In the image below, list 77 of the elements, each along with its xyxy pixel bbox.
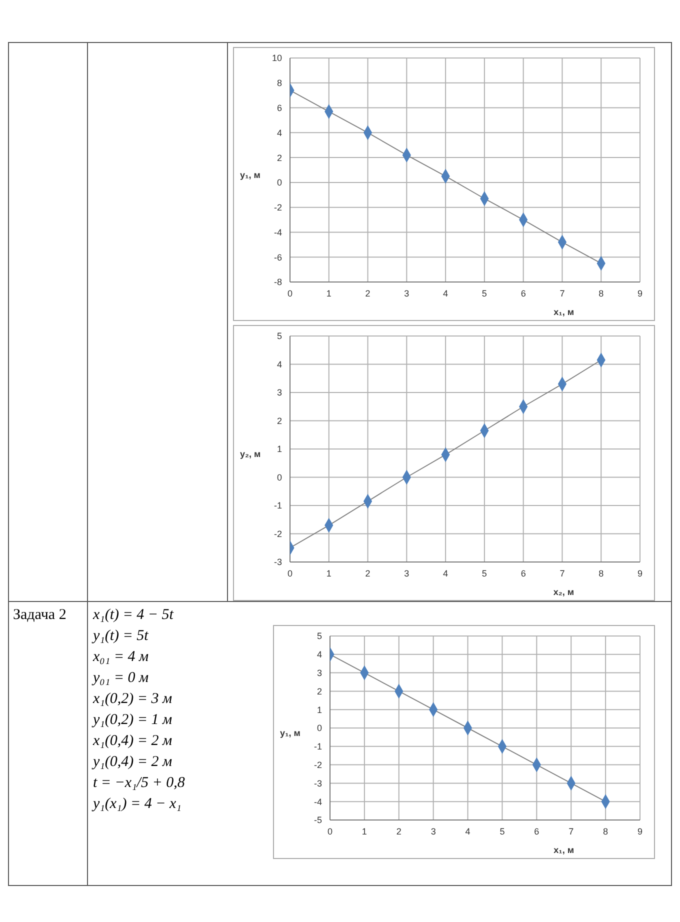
y-tick-label: 10 [272, 53, 282, 64]
y-tick-label: 6 [276, 102, 282, 113]
y-tick-label: 2 [316, 686, 322, 696]
y-tick-label: -2 [314, 760, 322, 770]
y-tick-label: 5 [276, 331, 282, 342]
x-tick-label: 2 [396, 826, 402, 836]
y-tick-label: -2 [274, 202, 282, 213]
y-tick-label: 4 [316, 650, 322, 660]
y-tick-label: -3 [274, 557, 282, 568]
x-tick-label: 7 [560, 568, 565, 578]
x-tick-label: 5 [500, 826, 505, 836]
y-tick-label: -8 [274, 277, 282, 288]
text: t = −x₁/5 + 0,8 [93, 774, 185, 793]
y-tick-label: -1 [314, 742, 322, 752]
text: x₀₁ = 4 м [93, 648, 150, 667]
y-tick-label: 1 [316, 704, 322, 715]
y-tick-label: 0 [276, 178, 282, 188]
y-tick-label: 3 [276, 388, 282, 398]
y-tick-label: -6 [274, 252, 282, 262]
x-tick-label: 7 [568, 826, 574, 836]
y-tick-label: 4 [276, 128, 282, 138]
x-tick-label: 6 [534, 826, 540, 836]
text: y₁(x₁) = 4 − x₁ [93, 795, 182, 814]
x-tick-label: 2 [365, 288, 370, 298]
y-tick-label: 2 [276, 152, 282, 163]
text: y₁(0,2) = 1 м [93, 711, 174, 730]
x-tick-label: 0 [287, 288, 293, 298]
text: Задача 2 [13, 606, 66, 625]
x-tick-label: 3 [430, 826, 436, 836]
y-tick-label: -4 [274, 227, 282, 238]
x-tick-label: 1 [326, 288, 332, 298]
y-tick-label: -2 [274, 528, 282, 539]
text: y₁(t) = 5t [93, 627, 150, 646]
y-tick-label: -3 [314, 778, 322, 788]
x-tick-label: 1 [362, 826, 367, 836]
x-tick-label: 4 [443, 568, 448, 578]
x-tick-label: 7 [560, 288, 565, 298]
x-tick-label: 8 [603, 826, 608, 836]
text: y₀₁ = 0 м [93, 669, 150, 688]
text: y₁(0,4) = 2 м [93, 753, 174, 772]
x-tick-label: 0 [327, 826, 333, 836]
y-axis-title: y₂, м [240, 449, 261, 459]
y-axis-title: y₁, м [280, 728, 300, 738]
x-tick-label: 6 [520, 568, 526, 578]
x-tick-label: 4 [465, 826, 470, 836]
text: x₁(0,4) = 2 м [93, 732, 174, 751]
x-axis-title: x₂, м [553, 587, 574, 597]
y-tick-label: 0 [316, 723, 322, 734]
x-tick-label: 8 [598, 288, 604, 298]
x-tick-label: 1 [326, 568, 332, 578]
x-tick-label: 9 [637, 568, 643, 578]
y-tick-label: 4 [276, 359, 282, 370]
y-tick-label: 8 [276, 78, 282, 88]
x-tick-label: 9 [637, 288, 643, 298]
y-tick-label: 0 [276, 472, 282, 482]
x-axis-title: x₁, м [554, 845, 574, 855]
x-tick-label: 8 [598, 568, 604, 578]
x-tick-label: 6 [520, 288, 526, 298]
y-tick-label: 3 [316, 668, 322, 678]
x-axis-title: x₁, м [554, 307, 574, 317]
y-tick-label: 1 [276, 444, 282, 454]
x-tick-label: 3 [404, 288, 410, 298]
x-tick-label: 3 [404, 568, 410, 578]
y-tick-label: 2 [276, 416, 282, 426]
y-tick-label: -4 [314, 796, 322, 807]
text: x₁(t) = 4 − 5t [93, 606, 175, 625]
x-tick-label: 0 [287, 568, 293, 578]
y-axis-title: y₁, м [240, 170, 260, 180]
y-tick-label: 5 [316, 631, 322, 642]
x-tick-label: 4 [443, 288, 448, 298]
y-tick-label: -5 [314, 815, 322, 826]
y-tick-label: -1 [274, 500, 282, 511]
x-tick-label: 5 [482, 288, 487, 298]
x-tick-label: 5 [482, 568, 487, 578]
x-tick-label: 2 [365, 568, 370, 578]
text: x₁(0,2) = 3 м [93, 690, 174, 709]
x-tick-label: 9 [637, 826, 643, 836]
